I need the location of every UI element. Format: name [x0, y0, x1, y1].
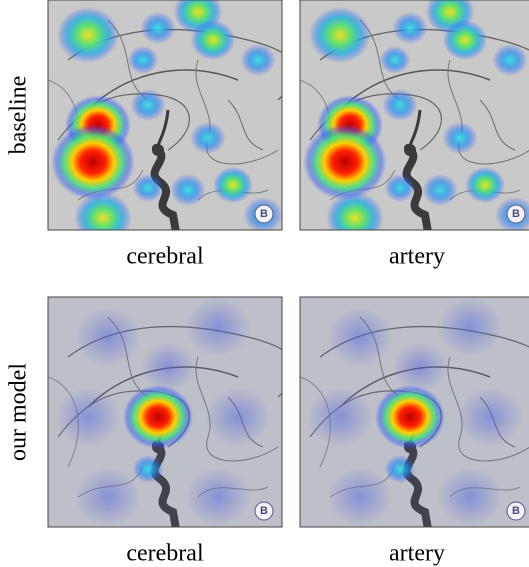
heat-blob [327, 307, 393, 367]
panel-caption: artery [389, 541, 445, 567]
badge-text: B [260, 505, 268, 517]
heat-blob [437, 467, 503, 527]
heat-blob [392, 12, 427, 44]
heat-blob [442, 122, 477, 154]
badge-text: B [512, 505, 520, 517]
heat-blob [422, 174, 457, 206]
badge-text: B [512, 208, 520, 220]
heat-blob [443, 20, 487, 60]
heat-blob [327, 467, 393, 527]
heat-blob [123, 385, 193, 449]
heat-blob [130, 89, 165, 121]
heat-blob [385, 455, 416, 483]
heat-blob [213, 167, 253, 203]
panel-image [300, 297, 529, 529]
heat-blob [465, 167, 505, 203]
panel-caption: cerebral [126, 244, 204, 270]
panel-image [48, 297, 297, 529]
heatmap-panel: B [300, 297, 529, 529]
heat-blob [133, 455, 164, 483]
heatmap-panel: B [300, 0, 529, 244]
heat-blob [185, 467, 251, 527]
heat-blob [205, 387, 271, 447]
figure: baseline Bcerebral Bartery our model Bcerebr… [0, 0, 529, 567]
row-label: our model [6, 363, 32, 461]
heat-blob [185, 297, 251, 357]
heat-blob [51, 124, 135, 200]
heat-blob [141, 342, 196, 392]
heat-blob [240, 44, 275, 76]
heat-blob [380, 46, 411, 74]
heat-blob [492, 44, 527, 76]
heat-blob [75, 307, 141, 367]
panel-image [300, 0, 529, 244]
heat-blob [307, 387, 373, 447]
heat-blob [190, 122, 225, 154]
heat-blob [170, 174, 205, 206]
heat-blob [303, 124, 387, 200]
heat-blob [191, 20, 235, 60]
heat-blob [55, 387, 121, 447]
heat-blob [457, 387, 523, 447]
heat-blob [326, 192, 383, 244]
heat-blob [128, 46, 159, 74]
heat-blob [74, 192, 131, 244]
heatmap-panel: B [48, 0, 297, 244]
panel-caption: artery [389, 244, 445, 270]
heatmap-panel: B [48, 297, 297, 529]
heat-blob [309, 7, 371, 63]
heat-blob [437, 297, 503, 357]
heat-blob [393, 342, 448, 392]
page: {"rows": [ {"label": "baseline", "panels… [0, 0, 529, 567]
heat-blob [57, 7, 119, 63]
heat-blob [385, 174, 416, 202]
heat-blob [133, 174, 164, 202]
badge-text: B [260, 208, 268, 220]
heat-blob [382, 89, 417, 121]
heat-blob [375, 385, 445, 449]
panel-caption: cerebral [126, 541, 204, 567]
row-label: baseline [6, 76, 32, 155]
heat-blob [140, 12, 175, 44]
heat-blob [75, 467, 141, 527]
